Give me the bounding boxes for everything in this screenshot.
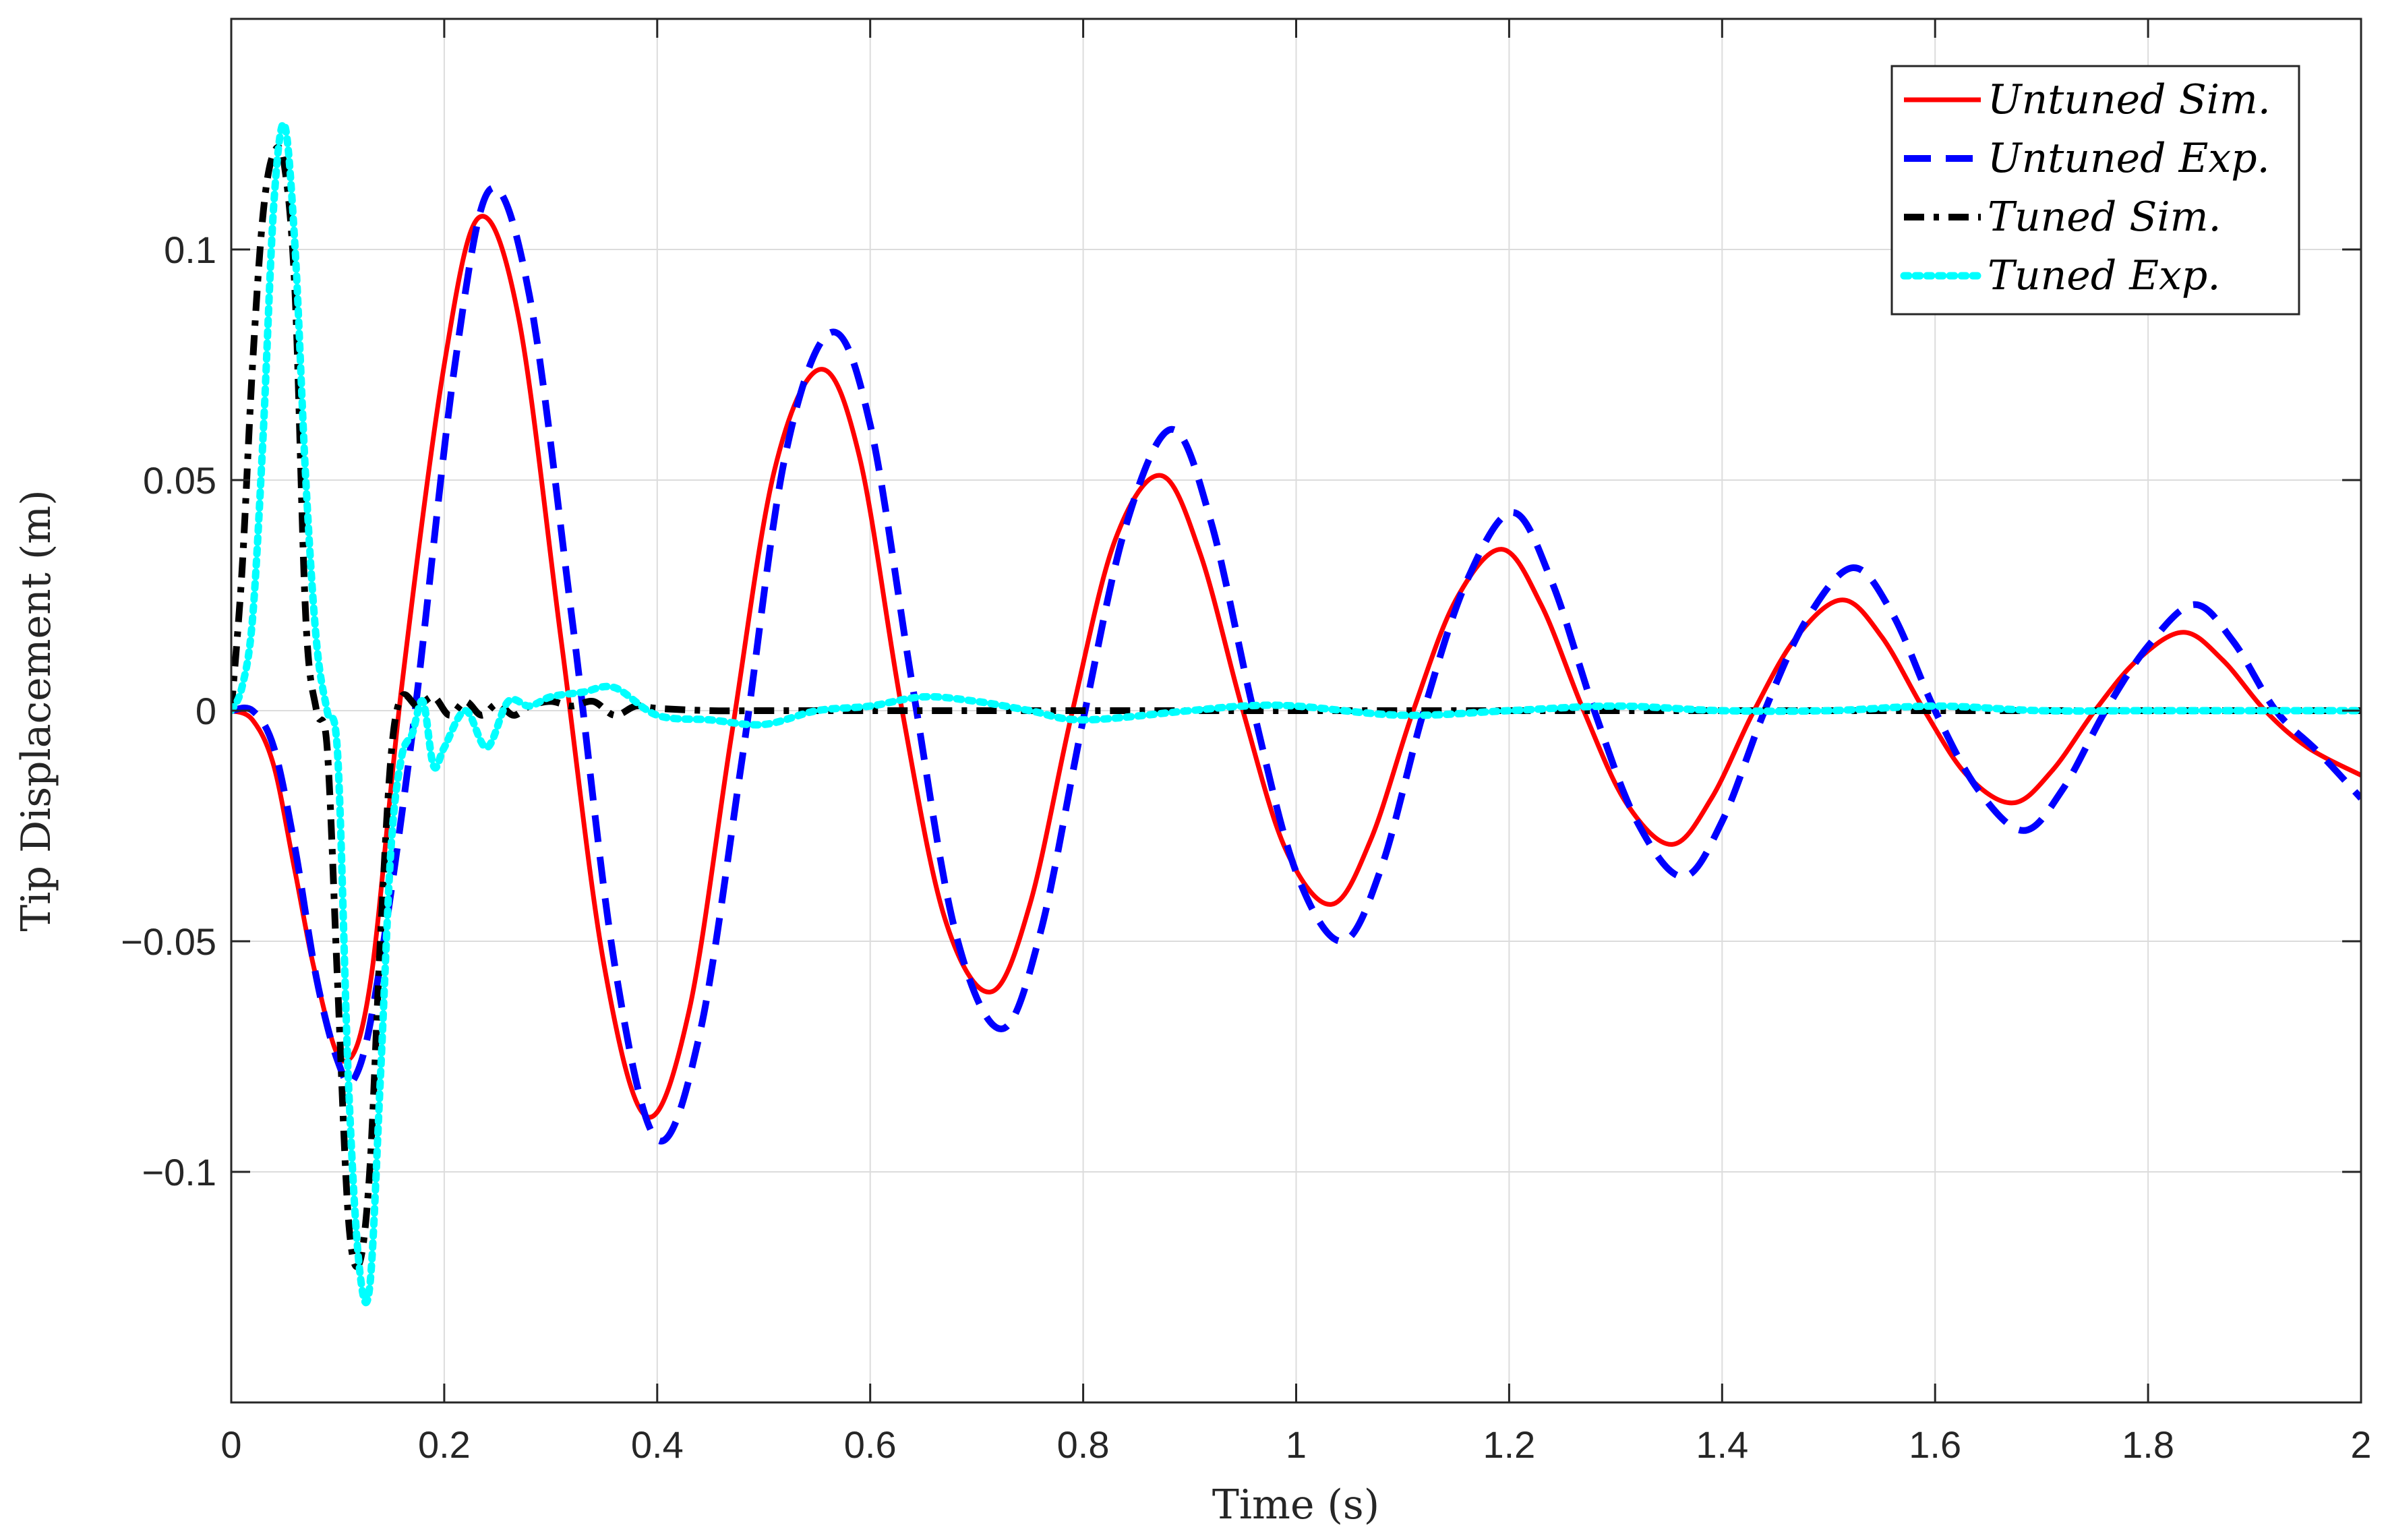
y-tick-label: −0.1 — [142, 1151, 216, 1193]
tick-labels: 0 0.2 0.4 0.6 0.8 1 1.2 1.4 1.6 1.8 2 −0.1 −0.05 0 0.0… — [121, 229, 2371, 1466]
legend-label: Tuned Exp. — [1988, 252, 2220, 299]
x-tick-label: 0.2 — [418, 1423, 471, 1466]
legend: Untuned Sim. Untuned Exp. Tuned Sim. Tuned … — [1890, 65, 2300, 316]
y-tick-label: 0.05 — [143, 459, 216, 502]
series-lines — [231, 120, 2361, 1307]
y-tick-label: 0 — [196, 690, 216, 732]
x-tick-label: 1 — [1286, 1423, 1307, 1466]
axis-ticks — [230, 19, 2362, 1402]
x-tick-label: 0.6 — [844, 1423, 897, 1466]
legend-label: Tuned Sim. — [1988, 194, 2221, 241]
x-tick-label: 1.6 — [1909, 1423, 1961, 1466]
series-line-4 — [231, 120, 2361, 1307]
x-tick-label: 0.4 — [631, 1423, 684, 1466]
y-axis-label: Tip Displacement (m) — [13, 490, 60, 931]
x-tick-label: 1.4 — [1696, 1423, 1748, 1466]
x-axis-label: Time (s) — [1212, 1481, 1379, 1529]
y-tick-label: −0.05 — [121, 920, 216, 963]
x-tick-label: 0 — [220, 1423, 241, 1466]
x-tick-label: 1.8 — [2122, 1423, 2174, 1466]
legend-label: Untuned Sim. — [1988, 76, 2271, 123]
x-tick-label: 0.8 — [1057, 1423, 1110, 1466]
x-tick-label: 2 — [2350, 1423, 2371, 1466]
legend-label: Untuned Exp. — [1988, 135, 2270, 182]
y-tick-label: 0.1 — [164, 229, 216, 271]
x-tick-label: 1.2 — [1483, 1423, 1535, 1466]
